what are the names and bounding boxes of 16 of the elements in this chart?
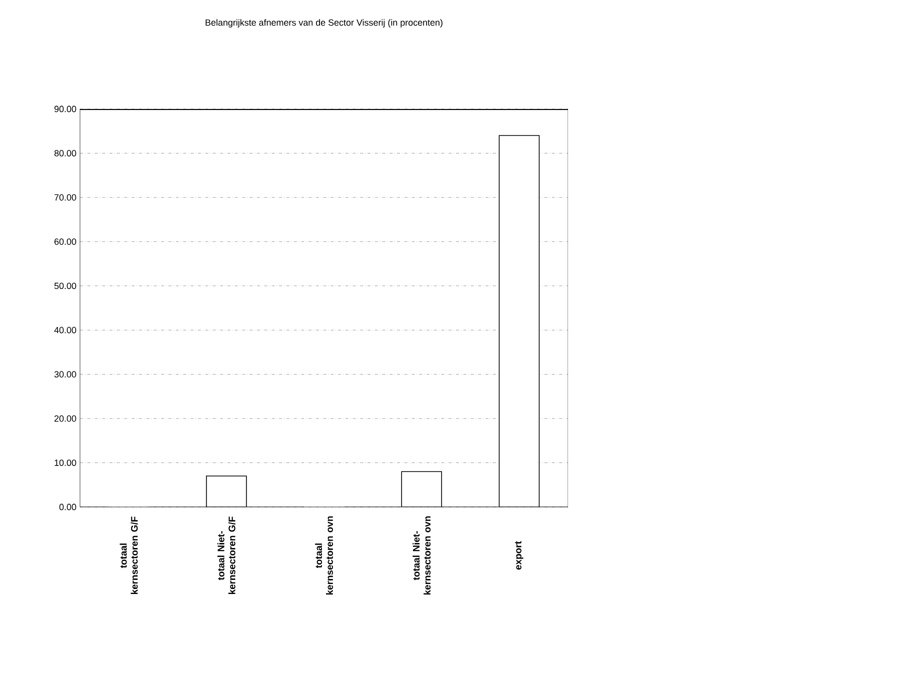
y-tick-label: 40.00 [54,326,76,334]
y-tick-label: 20.00 [54,415,76,422]
x-tick-label: totaal Niet-kernsectoren ovn [412,516,431,595]
y-tick-label: 50.00 [54,282,76,290]
chart-title: Belangrijkste afnemers van de Sector Visserij (in procenten) [206,19,442,28]
y-tick-label: 60.00 [54,238,76,245]
x-tick-label: export [515,541,524,570]
y-tick-label: 0.00 [59,504,76,510]
y-tick-label: 90.00 [54,106,76,112]
y-tick-label: 10.00 [54,460,76,466]
x-tick-label: totaal kernsectoren G/F [120,516,138,594]
y-tick-label: 30.00 [54,371,76,378]
x-tick-label: totaal kernsectoren ovn [315,516,333,595]
x-tick-label: totaal Niet-kernsectoren G/F [217,516,236,594]
y-tick-label: 80.00 [54,150,76,156]
y-tick-label: 70.00 [54,194,76,201]
